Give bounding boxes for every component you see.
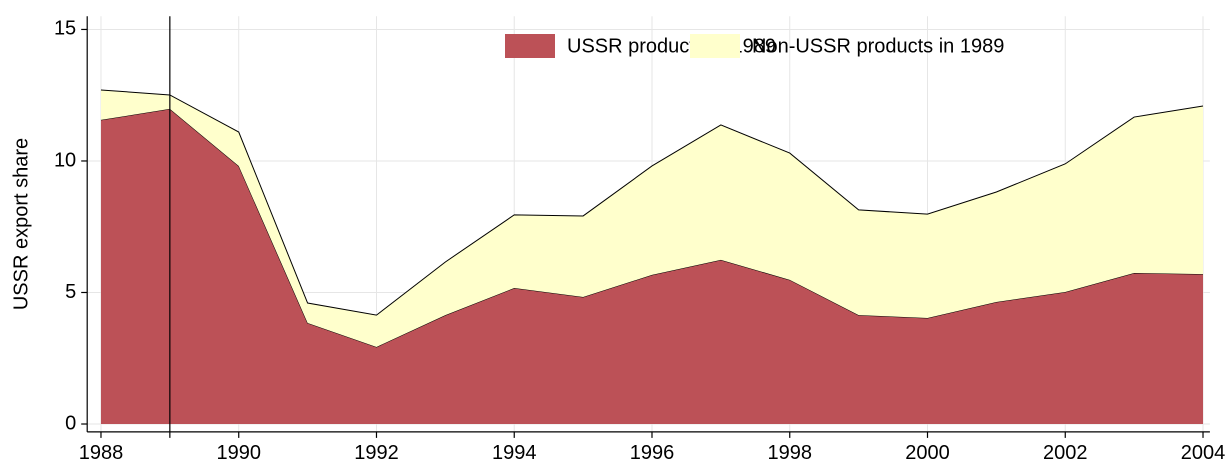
legend-swatch (690, 34, 740, 58)
y-axis-label: USSR export share (10, 138, 32, 310)
x-tick-label: 1990 (216, 442, 261, 464)
y-tick-label: 15 (54, 18, 76, 40)
x-tick-label: 2002 (1043, 442, 1088, 464)
area-outline (100, 89, 1204, 316)
legend-label: Non-USSR products in 1989 (752, 35, 1004, 57)
y-tick-label: 5 (65, 281, 76, 303)
x-tick-label: 2000 (905, 442, 950, 464)
x-tick-label: 2004 (1181, 442, 1226, 464)
x-tick-label: 1998 (767, 442, 812, 464)
area (100, 89, 1204, 347)
x-tick-label: 1994 (492, 442, 537, 464)
y-tick-label: 0 (65, 412, 76, 434)
x-tick-label: 1996 (630, 442, 675, 464)
y-tick-label: 10 (54, 149, 76, 171)
legend-swatch (505, 34, 555, 58)
x-tick-label: 1988 (79, 442, 124, 464)
area (100, 108, 1204, 425)
x-tick-label: 1992 (354, 442, 399, 464)
legend-label: USSR products in 1989 (567, 35, 776, 57)
